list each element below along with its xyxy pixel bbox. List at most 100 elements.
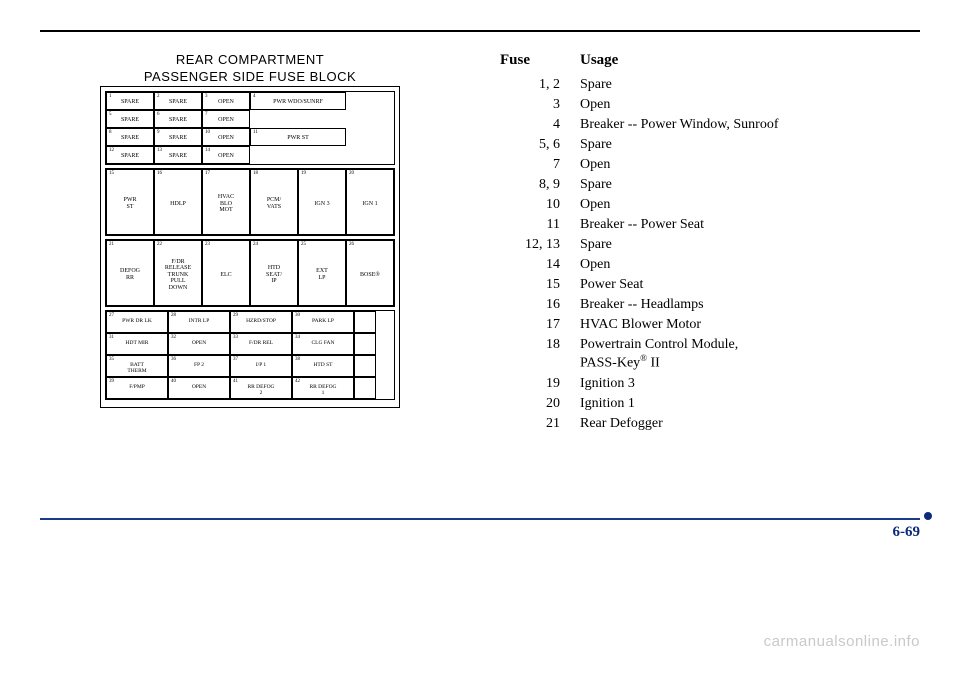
watermark: carmanualsonline.info [764, 633, 920, 650]
fuse-usage: Ignition 1 [570, 394, 789, 414]
fuse-cell: 5SPARE [106, 110, 154, 128]
table-row: 11Breaker -- Power Seat [490, 215, 789, 235]
fuse-number: 12, 13 [490, 235, 570, 255]
blank-cell [354, 377, 376, 399]
fuse-cell: 39F/PMP [106, 377, 168, 399]
fuse-usage: Spare [570, 175, 789, 195]
fuse-number: 7 [490, 155, 570, 175]
table-row: 1, 2Spare [490, 75, 789, 95]
table-row: 4Breaker -- Power Window, Sunroof [490, 115, 789, 135]
table-row: 5, 6Spare [490, 135, 789, 155]
fuse-cell: 30PARK LP [292, 311, 354, 333]
fuse-cell-tall: 16HDLP [154, 169, 202, 235]
fuse-usage: Breaker -- Power Seat [570, 215, 789, 235]
fuse-cell: 34CLG FAN [292, 333, 354, 355]
fuse-number: 19 [490, 374, 570, 394]
fuse-cell: 35BATT THERM [106, 355, 168, 377]
fuse-cell: 32OPEN [168, 333, 230, 355]
fuse-cell-tall: 15PWR ST [106, 169, 154, 235]
fuse-usage: Rear Defogger [570, 414, 789, 434]
fuse-cell: 29HZRD/STOP [230, 311, 292, 333]
fuse-cell-tall: 20IGN 1 [346, 169, 394, 235]
fuse-cell: 41RR DEFOG 2 [230, 377, 292, 399]
fuse-number: 14 [490, 255, 570, 275]
usage-list: Fuse Usage 1, 2Spare3Open4Breaker -- Pow… [430, 52, 890, 508]
fuse-number: 11 [490, 215, 570, 235]
page-frame: REAR COMPARTMENT PASSENGER SIDE FUSE BLO… [40, 30, 920, 520]
fuse-cell: 33F/DR REL [230, 333, 292, 355]
fuse-number: 18 [490, 335, 570, 374]
fuse-usage: Powertrain Control Module,PASS-Key® II [570, 335, 789, 374]
fuse-usage: Spare [570, 135, 789, 155]
fuse-cell: 42RR DEFOG 1 [292, 377, 354, 399]
fuse-number: 3 [490, 95, 570, 115]
fuse-cell-wide: 4PWR WDO/SUNRF [250, 92, 346, 110]
blank-cell [354, 311, 376, 333]
fuse-usage: Open [570, 155, 789, 175]
fuse-diagram: REAR COMPARTMENT PASSENGER SIDE FUSE BLO… [70, 52, 430, 508]
fuse-cell: 1SPARE [106, 92, 154, 110]
fuse-cell: 6SPARE [154, 110, 202, 128]
fuse-cell: 13SPARE [154, 146, 202, 164]
fuse-cell: 9SPARE [154, 128, 202, 146]
fuse-usage: Spare [570, 235, 789, 255]
fuse-number: 16 [490, 295, 570, 315]
fuse-number: 10 [490, 195, 570, 215]
fuse-cell-tall: 23ELC [202, 240, 250, 306]
table-row: 19Ignition 3 [490, 374, 789, 394]
fuse-cell: 31HDT MIR [106, 333, 168, 355]
fuse-usage: HVAC Blower Motor [570, 315, 789, 335]
fuse-cell: 8SPARE [106, 128, 154, 146]
table-row: 20Ignition 1 [490, 394, 789, 414]
fuse-number: 5, 6 [490, 135, 570, 155]
table-row: 16Breaker -- Headlamps [490, 295, 789, 315]
block-b: 15PWR ST16HDLP17HVAC BLO MOT18PCM/ VATS1… [105, 168, 395, 236]
diagram-title-2: PASSENGER SIDE FUSE BLOCK [70, 69, 430, 84]
table-row: 8, 9Spare [490, 175, 789, 195]
table-row: 15Power Seat [490, 275, 789, 295]
fuse-cell-tall: 24HTD SEAT/ IP [250, 240, 298, 306]
fuse-cell: 27PWR DR LK [106, 311, 168, 333]
fuse-usage: Breaker -- Headlamps [570, 295, 789, 315]
fuse-usage: Breaker -- Power Window, Sunroof [570, 115, 789, 135]
fuse-cell: 12SPARE [106, 146, 154, 164]
block-c: 21DEFOG RR22F/DR RELEASE TRUNK PULL DOWN… [105, 239, 395, 307]
fuse-cell: 14OPEN [202, 146, 250, 164]
fuse-cell: 37I/P 1 [230, 355, 292, 377]
fuse-number: 4 [490, 115, 570, 135]
fuse-number: 8, 9 [490, 175, 570, 195]
fuse-cell: 10OPEN [202, 128, 250, 146]
fuse-cell: 36FP 2 [168, 355, 230, 377]
fuse-usage: Ignition 3 [570, 374, 789, 394]
fuse-usage: Open [570, 195, 789, 215]
table-row: 21Rear Defogger [490, 414, 789, 434]
fuse-cell: 38HTD ST [292, 355, 354, 377]
block-d: 27PWR DR LK28INTR LP29HZRD/STOP30PARK LP… [105, 310, 395, 400]
fuse-cell: 2SPARE [154, 92, 202, 110]
fuse-usage: Spare [570, 75, 789, 95]
fuse-number: 17 [490, 315, 570, 335]
fuse-number: 21 [490, 414, 570, 434]
fuse-usage: Open [570, 255, 789, 275]
table-row: 14Open [490, 255, 789, 275]
blank-cell [354, 333, 376, 355]
table-row: 7Open [490, 155, 789, 175]
table-row: 18Powertrain Control Module,PASS-Key® II [490, 335, 789, 374]
fuse-number: 20 [490, 394, 570, 414]
header-fuse: Fuse [490, 52, 570, 75]
fuse-cell-tall: 18PCM/ VATS [250, 169, 298, 235]
page-marker-dot [924, 512, 932, 520]
fuse-cell: 3OPEN [202, 92, 250, 110]
fuse-cell-tall: 26BOSE® [346, 240, 394, 306]
table-row: 3Open [490, 95, 789, 115]
usage-table: Fuse Usage 1, 2Spare3Open4Breaker -- Pow… [490, 52, 789, 434]
fuse-usage: Open [570, 95, 789, 115]
fuse-cell: 7OPEN [202, 110, 250, 128]
fuse-number: 1, 2 [490, 75, 570, 95]
diagram-outer: 1SPARE2SPARE3OPEN 5SPARE6SPARE7OPEN4PWR W… [100, 86, 400, 408]
fuse-cell-tall: 25EXT LP [298, 240, 346, 306]
fuse-cell-tall: 21DEFOG RR [106, 240, 154, 306]
fuse-cell-tall: 19IGN 3 [298, 169, 346, 235]
fuse-cell-tall: 17HVAC BLO MOT [202, 169, 250, 235]
diagram-title-1: REAR COMPARTMENT [70, 52, 430, 67]
